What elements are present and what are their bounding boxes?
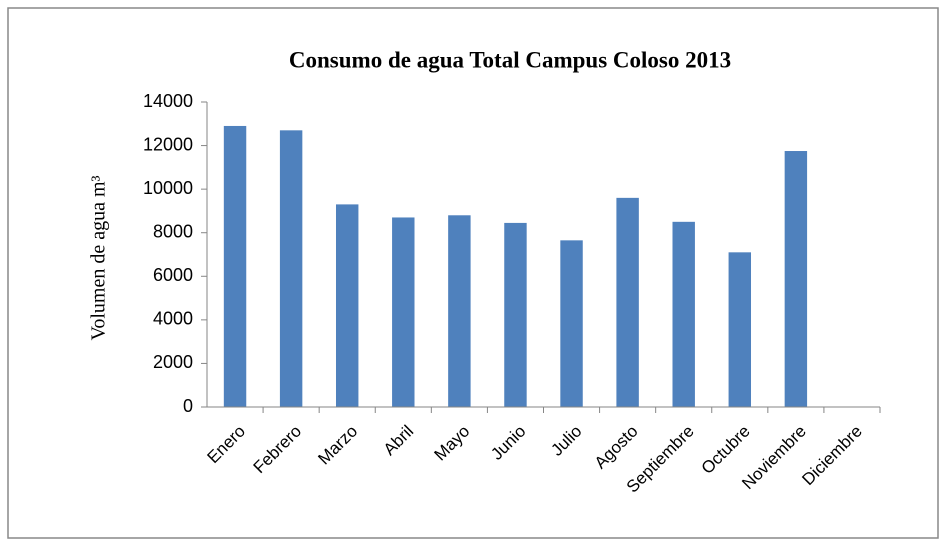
bar (616, 197, 639, 407)
bar (335, 204, 359, 407)
y-axis-label: Volumen de agua m³ (88, 175, 110, 340)
bar (784, 151, 808, 407)
chart-border (7, 7, 939, 539)
chart-title: Consumo de agua Total Campus Coloso 2013 (289, 47, 731, 72)
y-tick-label: 4000 (153, 309, 193, 329)
bar (728, 252, 752, 407)
y-tick-label: 2000 (153, 352, 193, 372)
bar (504, 222, 527, 407)
y-tick-label: 10000 (143, 178, 193, 198)
bar (279, 130, 303, 408)
y-tick-label: 12000 (143, 134, 193, 154)
y-tick-label: 14000 (143, 91, 193, 111)
bar (223, 125, 247, 407)
bar (560, 240, 583, 407)
bar (448, 215, 471, 407)
bar (392, 217, 415, 407)
y-tick-label: 0 (183, 396, 193, 416)
y-tick-label: 6000 (153, 265, 193, 285)
y-tick-label: 8000 (153, 221, 193, 241)
bar (672, 221, 695, 407)
